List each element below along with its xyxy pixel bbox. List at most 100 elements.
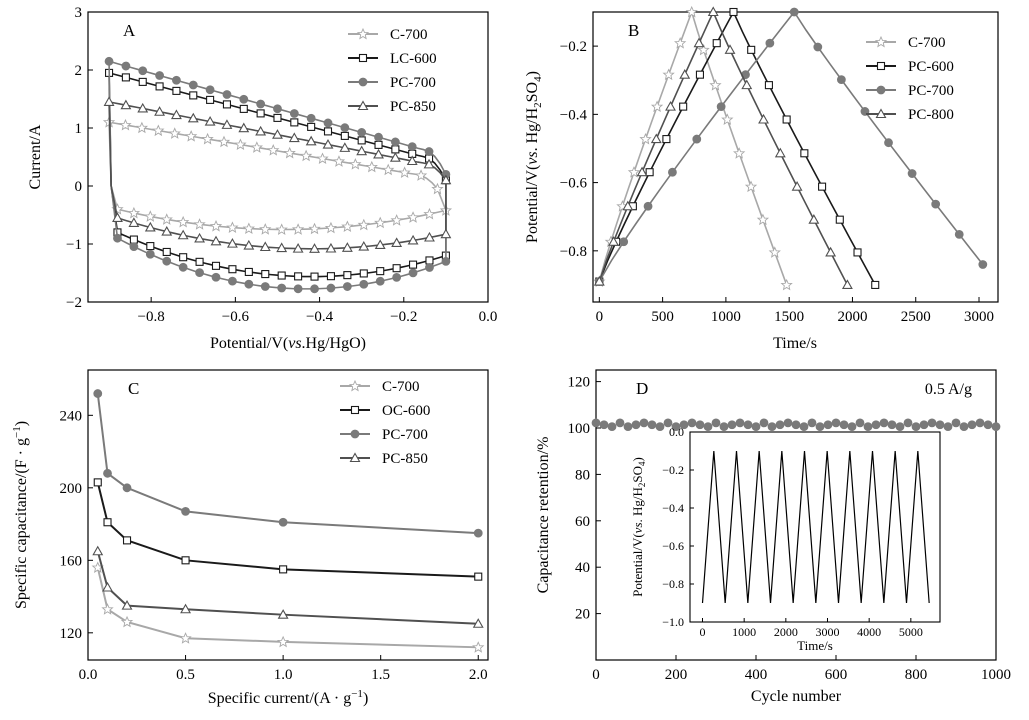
panel-d-xtick-label: 400 [745, 667, 768, 683]
inset-xtick-label: 0 [700, 625, 706, 639]
panel-a-series-marker [119, 119, 131, 130]
panel-b-series-marker [884, 138, 893, 148]
panel-a-series-marker [221, 119, 233, 129]
panel-b-xtick-label: 0 [596, 309, 604, 325]
panel-b-series-marker [665, 100, 676, 111]
panel-b-legend-marker [876, 85, 886, 95]
panel-a-series-line [108, 101, 447, 250]
panel-a-series-marker [392, 273, 402, 282]
panel-b-series-marker [608, 236, 620, 246]
panel-a-xtick-label: −0.2 [390, 309, 417, 325]
panel-a: A −0.8 −0.6 −0.4 −0.2 0.0 −2 −1 0 1 2 3 C-700 LC-60… [27, 5, 497, 352]
panel-d-series-marker [839, 420, 849, 430]
panel-b-series-marker [745, 181, 757, 192]
panel-c-xlabel: Specific current/(A · g−1) [208, 688, 369, 707]
panel-c-series-marker [122, 483, 132, 493]
inset-ytick-label: 0.0 [669, 425, 684, 439]
panel-b-series-marker [707, 6, 719, 17]
panel-d-series-marker [607, 422, 617, 432]
panel-b-series-marker [818, 182, 827, 191]
panel-d-ytick-label: 100 [568, 421, 591, 437]
panel-d-series-marker [975, 418, 985, 428]
panel-a-ytick-label: 3 [75, 5, 83, 21]
panel-a-series-marker [239, 104, 248, 113]
panel-c-series-marker [474, 572, 483, 581]
panel-a-legend-marker [357, 28, 369, 39]
panel-a-series-marker [392, 264, 401, 273]
panel-a-series-marker [146, 242, 155, 251]
panel-c-xtick-label: 1.0 [274, 667, 293, 683]
panel-a-series-marker [406, 155, 418, 166]
panel-d-inset: 0 1000 2000 3000 4000 5000 0.0 −0.2 −0.4 −0.6 −0.8… [630, 425, 941, 653]
panel-d-series-marker [743, 420, 753, 430]
panel-a-series-marker [155, 71, 164, 80]
panel-a-series-marker [256, 109, 265, 118]
panel-a-series-marker [145, 249, 155, 259]
panel-a-series-marker [206, 95, 215, 104]
panel-a-xtick-label: 0.0 [479, 309, 498, 325]
panel-b-xtick-label: 3000 [964, 309, 994, 325]
panel-b-legend-label: PC-600 [908, 59, 954, 75]
panel-c-series-marker [103, 518, 112, 527]
panel-a-series-marker [407, 234, 419, 245]
panel-b-series-marker [716, 102, 726, 112]
panel-a-series-marker [425, 263, 434, 272]
panel-a-series-marker [374, 140, 383, 149]
panel-b-series-marker [619, 237, 629, 247]
panel-d-series-marker [871, 420, 881, 430]
panel-a-series-marker [194, 232, 206, 243]
panel-d-series-marker [815, 422, 825, 432]
panel-a-series-marker [121, 73, 130, 82]
panel-d-series-marker [735, 418, 745, 428]
panel-d-series-marker [807, 418, 817, 428]
panel-a-ytick-label: 0 [75, 179, 83, 195]
panel-b-series-marker [686, 6, 698, 17]
panel-b-xtick-label: 1500 [774, 309, 804, 325]
panel-a-series-marker [309, 243, 320, 253]
panel-d-series-marker [943, 422, 953, 432]
panel-b-xtick-label: 2500 [901, 309, 931, 325]
panel-a-series-marker [211, 261, 221, 270]
panel-a-series-marker [243, 223, 255, 234]
panel-d-xtick-label: 200 [665, 667, 688, 683]
panel-d-series-marker [911, 422, 921, 432]
inset-ticks: 0 1000 2000 3000 4000 5000 0.0 −0.2 −0.4 −0.6 −0.8… [662, 425, 923, 639]
panel-d-series-marker [671, 422, 681, 432]
panel-c-ytick-label: 120 [60, 626, 83, 642]
panel-a-series-marker [374, 217, 386, 228]
panel-a-series-marker [187, 112, 199, 123]
inset-xlabel: Time/s [797, 638, 833, 653]
panel-d-series-marker [919, 420, 929, 430]
panel-a-series-marker [389, 152, 401, 162]
panel-a-series-marker [407, 142, 417, 152]
panel-a-series-marker [277, 283, 287, 293]
panel-b-series-marker [741, 79, 753, 90]
panel-a-series-marker [103, 96, 115, 106]
panel-c-legend-label: OC-600 [382, 403, 430, 419]
panel-b-series-marker [907, 169, 917, 178]
panel-b-series-marker [764, 81, 773, 90]
panel-a-series-marker [210, 235, 222, 246]
panel-b-series-marker [835, 215, 844, 224]
panel-a-series-marker [144, 210, 156, 222]
panel-b-series-marker [733, 147, 745, 159]
panel-b-series-marker [709, 79, 721, 91]
panel-a-xtick-label: −0.8 [138, 309, 165, 325]
panel-d-series-marker [983, 420, 993, 430]
panel-a-letter: A [123, 21, 136, 40]
panel-a-series-marker [128, 207, 140, 219]
panel-c-series-line [96, 567, 479, 649]
panel-a-series-marker [244, 279, 254, 289]
panel-b-series-marker [757, 214, 769, 225]
panel-c-series-marker [181, 506, 190, 516]
inset-series [701, 450, 930, 604]
panel-c-series [92, 389, 484, 653]
panel-b-series-marker [721, 113, 733, 125]
panel-b-series-marker [622, 200, 634, 211]
panel-b-series-marker [825, 246, 837, 257]
panel-a-series-marker [243, 239, 255, 250]
panel-a-series-marker [238, 122, 250, 133]
panel-d-xlabel: Cycle number [751, 688, 842, 705]
panel-a-series-marker [440, 228, 452, 239]
panel-a-series-marker [256, 99, 266, 109]
